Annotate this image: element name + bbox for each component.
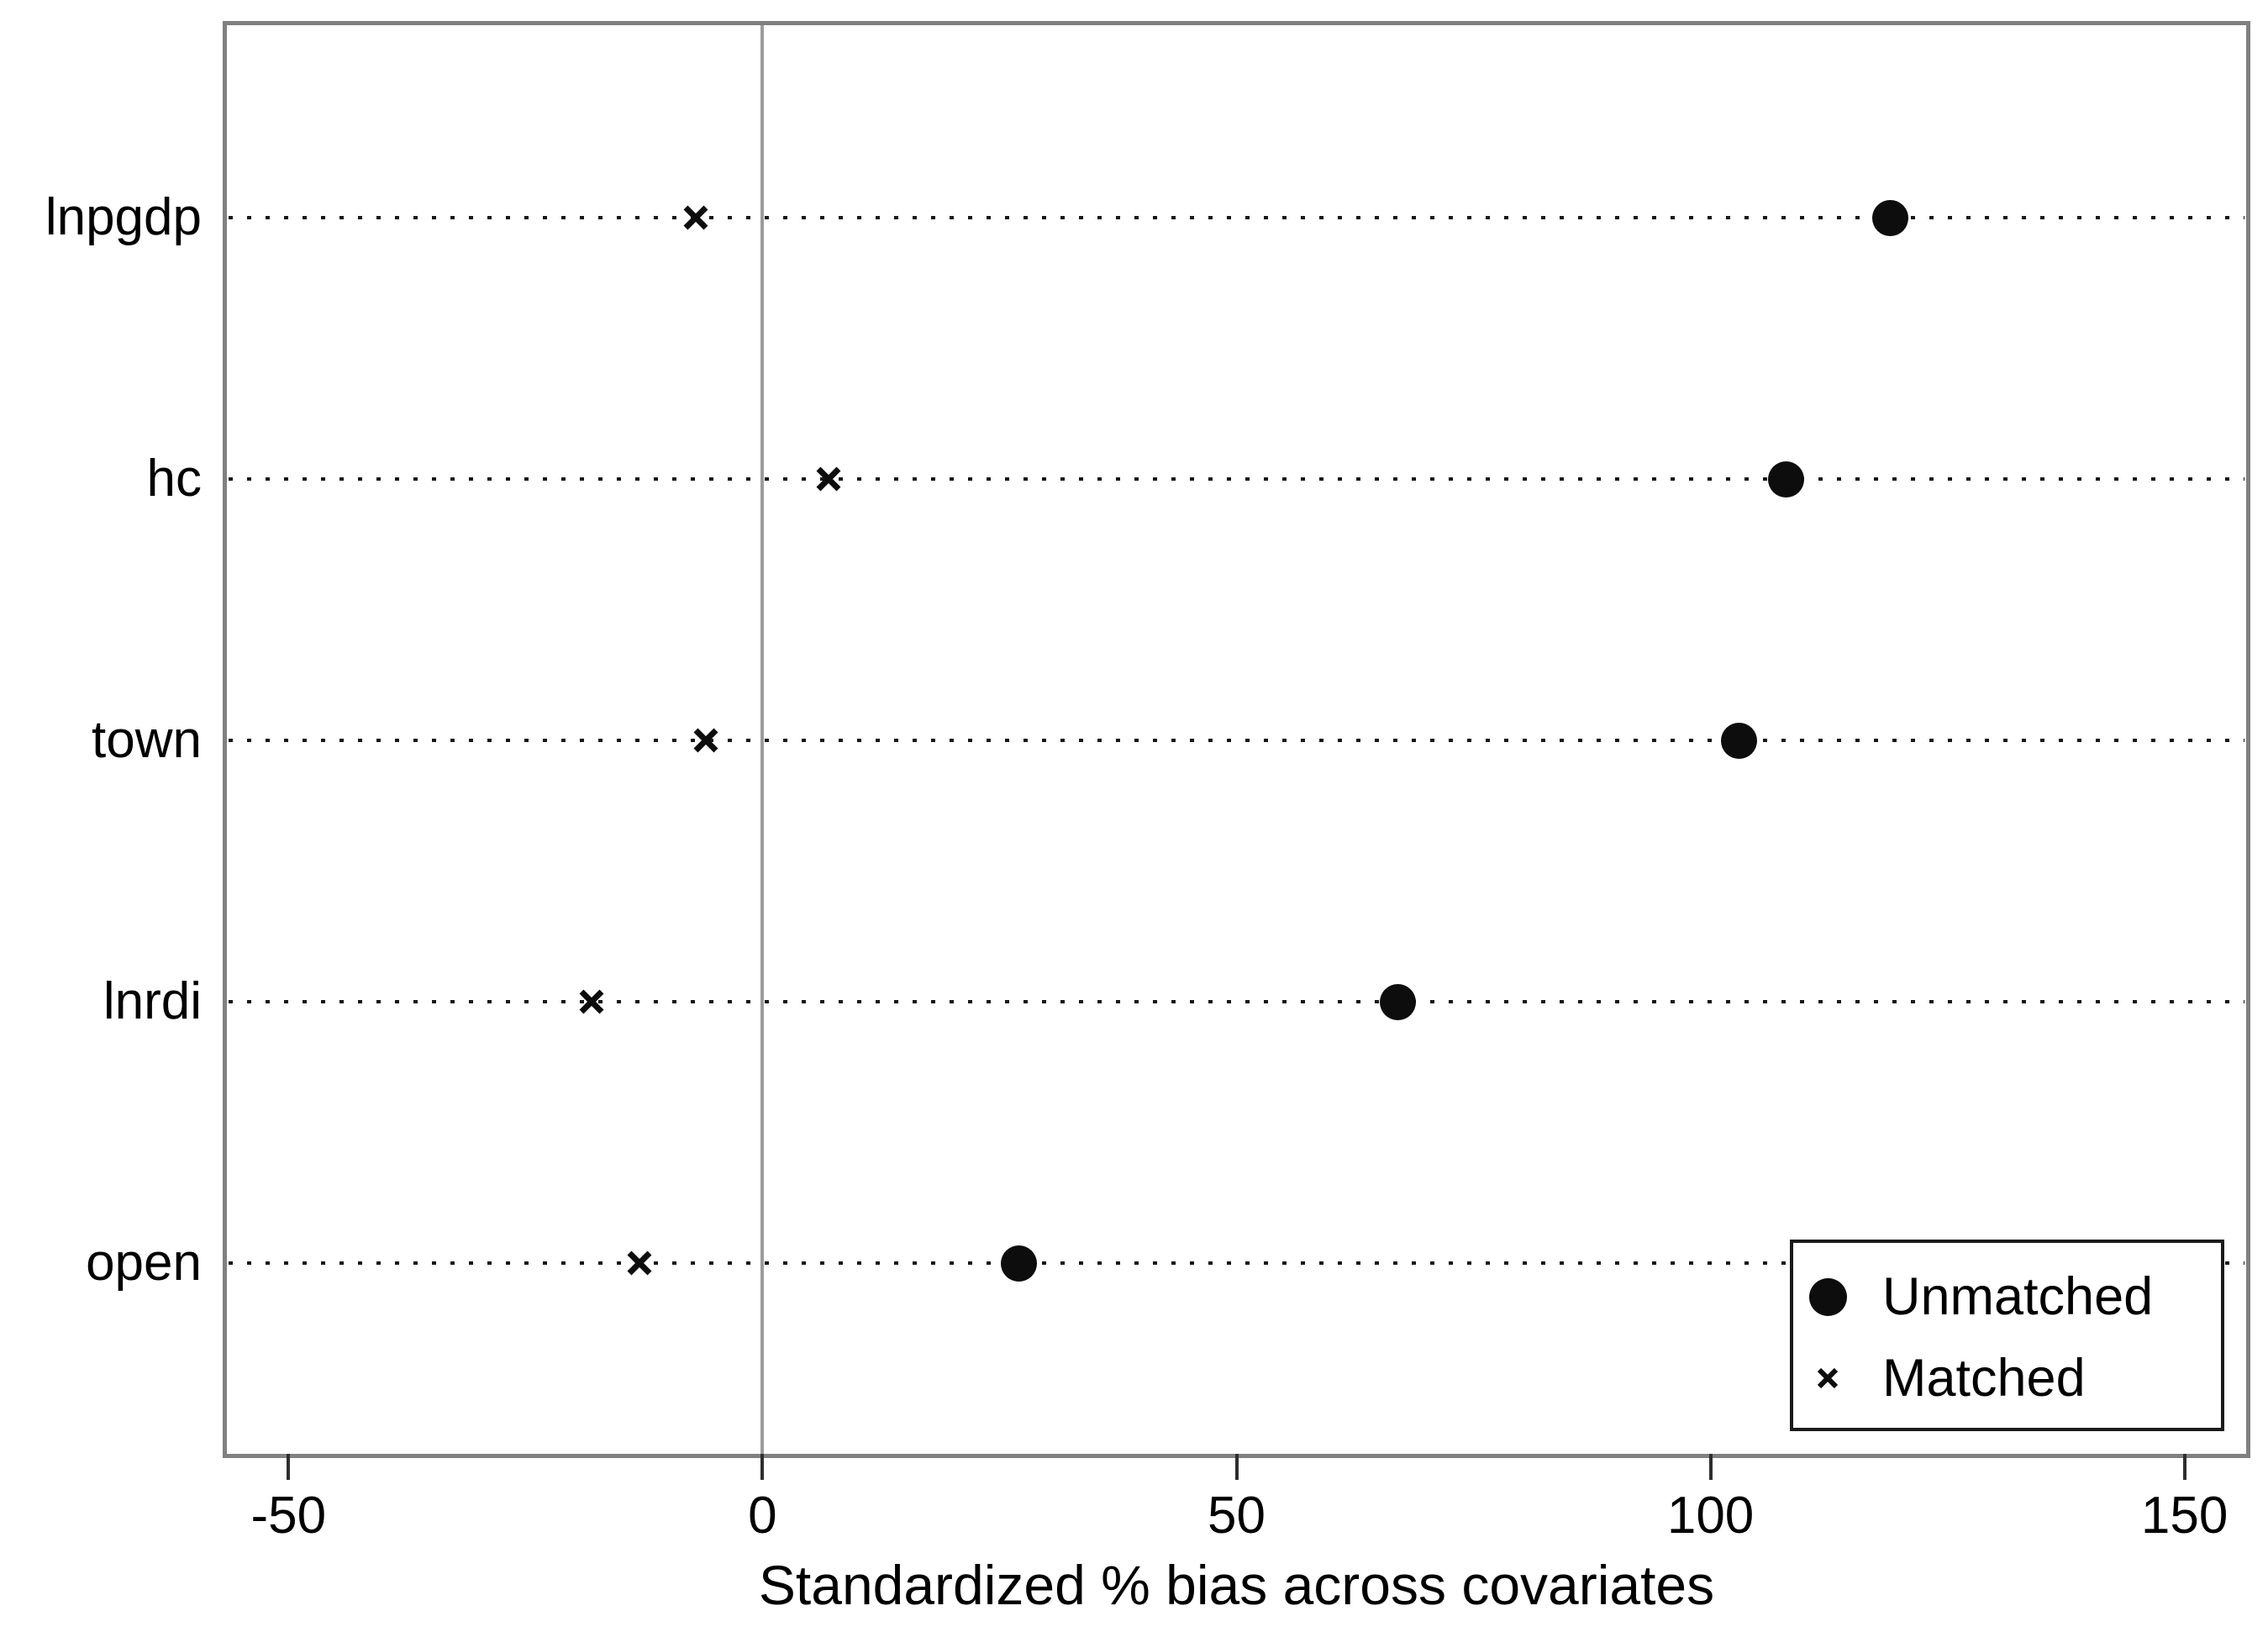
grid-line [229, 1000, 2244, 1003]
grid-line [229, 1261, 2244, 1265]
unmatched-marker [1379, 983, 1416, 1020]
unmatched-marker [1768, 461, 1805, 497]
x-axis-tick-label: -50 [250, 1487, 327, 1545]
grid-line [229, 739, 2244, 742]
category-label: lnpgdp [45, 188, 202, 246]
legend: Unmatched Matched [1790, 1240, 2224, 1431]
legend-row: Unmatched [1793, 1255, 2221, 1339]
legend-circle-icon [1808, 1277, 1847, 1316]
unmatched-marker [1720, 722, 1757, 759]
x-marker-icon [693, 728, 718, 753]
x-axis-tick [1234, 1454, 1239, 1480]
x-axis-tick [760, 1454, 765, 1480]
legend-marker-cell [1793, 1336, 1862, 1420]
x-marker-icon [627, 1250, 652, 1276]
x-marker-icon [683, 205, 708, 230]
x-axis-tick-label: 0 [748, 1487, 777, 1545]
x-marker-icon [579, 989, 604, 1014]
matched-marker [814, 465, 843, 493]
legend-label: Unmatched [1882, 1267, 2154, 1326]
matched-marker [692, 726, 720, 755]
matched-marker [681, 203, 710, 232]
legend-label: Matched [1882, 1349, 2086, 1408]
legend-x-icon [1815, 1366, 1840, 1391]
x-axis-tick [1708, 1454, 1713, 1480]
unmatched-marker [1872, 199, 1909, 236]
matched-marker [625, 1249, 654, 1277]
legend-row: Matched [1793, 1336, 2221, 1420]
x-axis-tick-label: 100 [1666, 1487, 1755, 1545]
x-axis-tick [2182, 1454, 2186, 1480]
x-axis-tick [287, 1454, 291, 1480]
x-axis-title: Standardized % bias across covariates [758, 1554, 1715, 1616]
x-axis-tick-label: 50 [1208, 1487, 1266, 1545]
x-axis-tick-label: 150 [2140, 1487, 2229, 1545]
category-label: lnrdi [103, 972, 202, 1030]
x-marker-icon [1817, 1367, 1839, 1389]
grid-line [229, 216, 2244, 219]
category-label: town [92, 711, 202, 769]
x-marker-icon [816, 466, 841, 492]
unmatched-marker [1000, 1245, 1037, 1282]
legend-marker-cell [1793, 1255, 1862, 1339]
grid-line [229, 477, 2244, 481]
matched-marker [577, 987, 606, 1016]
category-label: hc [146, 450, 202, 508]
category-label: open [86, 1234, 202, 1292]
